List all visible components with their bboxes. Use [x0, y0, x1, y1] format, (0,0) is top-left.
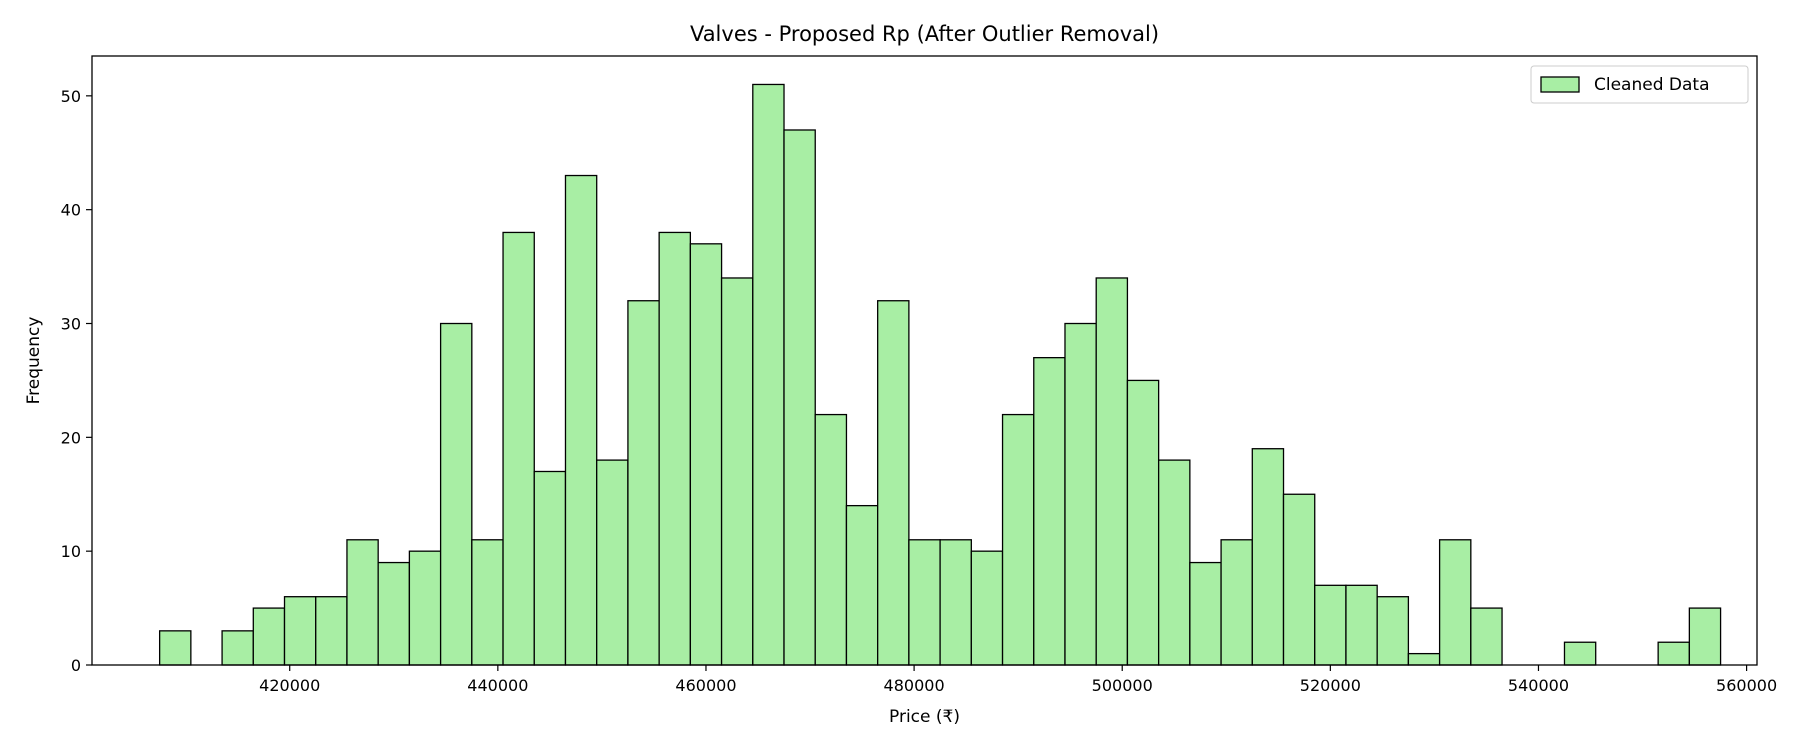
- x-tick-label: 520000: [1300, 676, 1361, 695]
- histogram-bar: [970, 550, 1004, 666]
- histogram-bar: [627, 300, 660, 666]
- x-tick-label: 460000: [675, 676, 736, 695]
- legend-box: [1530, 65, 1749, 104]
- x-tick-label: 420000: [259, 676, 320, 695]
- histogram-bar: [689, 243, 723, 666]
- histogram-bar: [564, 174, 598, 666]
- histogram-bar: [1095, 277, 1129, 666]
- histogram-bar: [158, 630, 192, 666]
- x-axis-title: Price (₹): [889, 707, 960, 727]
- histogram-bar: [471, 539, 504, 666]
- y-tick-label: 40: [61, 201, 81, 220]
- histogram-bar: [814, 413, 848, 666]
- histogram-bar: [877, 300, 910, 666]
- histogram-bar: [1126, 379, 1160, 666]
- x-axis: 420000 440000 460000 480000 500000 520000 5400…: [259, 665, 1777, 695]
- y-tick-label: 30: [61, 315, 81, 334]
- histogram-bar: [1001, 413, 1035, 666]
- histogram-bar: [752, 83, 785, 666]
- x-tick-label: 440000: [467, 676, 528, 695]
- histogram-bar: [908, 539, 941, 666]
- histogram-bar: [502, 231, 535, 666]
- histogram-bar: [845, 504, 879, 666]
- histogram-bar: [939, 539, 972, 666]
- histogram-bar: [658, 231, 692, 666]
- legend-swatch: [1540, 76, 1580, 93]
- histogram-bar: [377, 561, 411, 666]
- histogram-bar: [1251, 448, 1285, 666]
- histogram-bar: [1345, 584, 1378, 666]
- y-axis: 0 10 20 30 40 50: [61, 87, 92, 675]
- plot-frame: [91, 55, 1758, 666]
- histogram-bar: [408, 550, 442, 666]
- x-tick-label: 540000: [1508, 676, 1569, 695]
- histogram-bar: [1657, 641, 1691, 666]
- histogram-bar: [1314, 584, 1347, 666]
- histogram-bar: [720, 277, 754, 666]
- histogram-bar: [315, 596, 348, 666]
- y-tick-label: 20: [61, 428, 81, 447]
- histogram-bar: [221, 630, 254, 666]
- histogram-bar: [439, 322, 473, 666]
- x-tick-label: 500000: [1092, 676, 1153, 695]
- histogram-bar: [1282, 493, 1316, 666]
- histogram-bar: [533, 470, 567, 666]
- histogram-bar: [252, 607, 286, 666]
- histogram-bar: [346, 539, 379, 666]
- legend: Cleaned Data: [1530, 65, 1749, 104]
- histogram-bar: [1688, 607, 1722, 666]
- chart-title: Valves - Proposed Rp (After Outlier Remo…: [690, 22, 1159, 46]
- histogram-bar: [783, 129, 816, 666]
- y-tick-label: 10: [61, 542, 81, 561]
- bars-group: [158, 83, 1722, 666]
- histogram-bar: [1220, 539, 1253, 666]
- legend-label: Cleaned Data: [1594, 75, 1710, 95]
- histogram-bar: [1376, 596, 1410, 666]
- histogram-bar: [1189, 561, 1222, 666]
- x-tick-label: 560000: [1716, 676, 1777, 695]
- x-tick-label: 480000: [884, 676, 945, 695]
- histogram-bar: [1157, 459, 1191, 666]
- histogram-bar: [596, 459, 629, 666]
- y-tick-label: 0: [71, 656, 81, 675]
- histogram-bar: [1438, 539, 1472, 666]
- histogram-bar: [1563, 641, 1597, 666]
- histogram-bar: [1407, 652, 1441, 666]
- histogram-bar: [1033, 357, 1066, 666]
- y-tick-label: 50: [61, 87, 81, 106]
- y-axis-title: Frequency: [24, 317, 44, 405]
- histogram-bar: [283, 596, 317, 666]
- histogram-bar: [1470, 607, 1503, 666]
- histogram-bar: [1064, 322, 1097, 666]
